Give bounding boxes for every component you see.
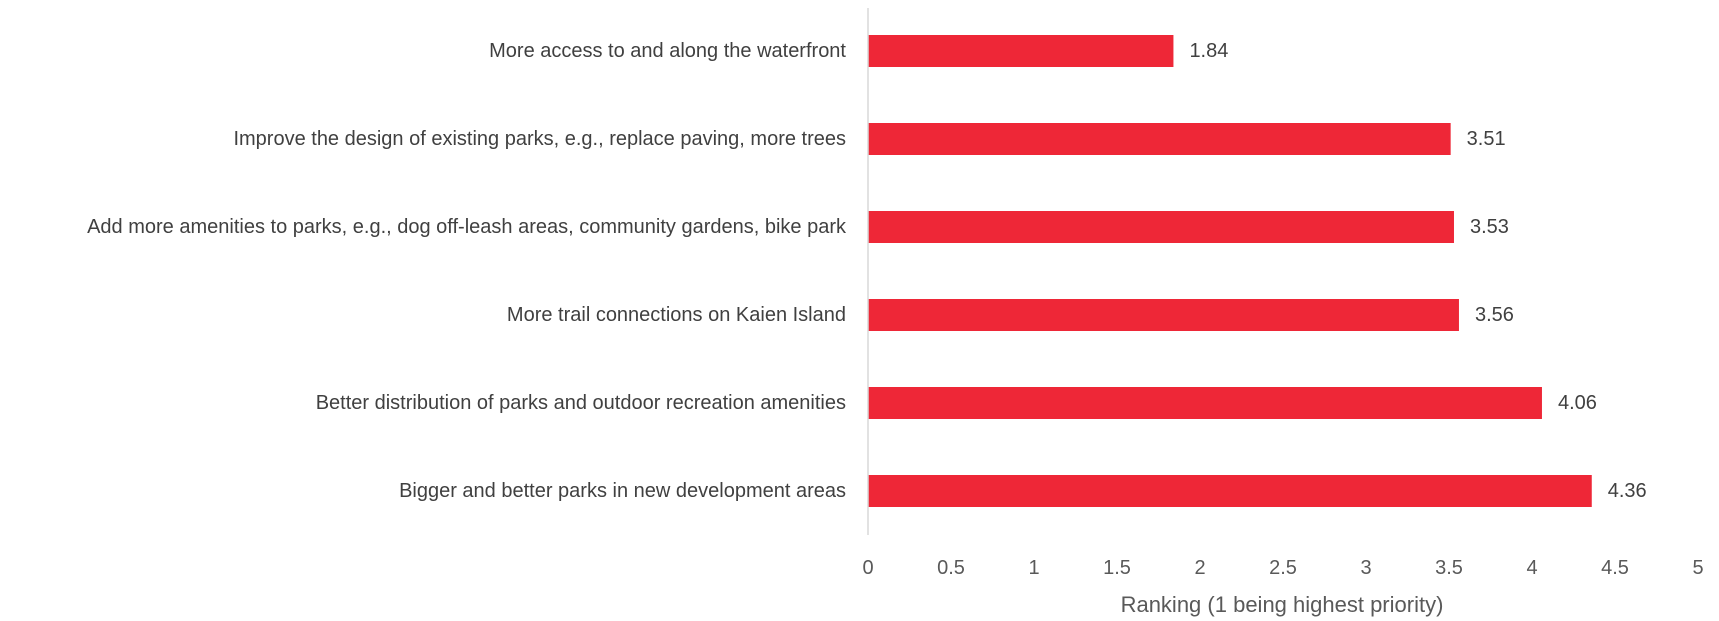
data-labels-group: 1.84 3.51 3.53 3.56 4.06 4.36 <box>1189 40 1646 502</box>
x-tick-label: 1 <box>1028 557 1039 579</box>
data-label: 3.53 <box>1470 216 1509 238</box>
x-tick-label: 4.5 <box>1601 557 1629 579</box>
category-label: Better distribution of parks and outdoor… <box>316 392 846 414</box>
x-tick-label: 3.5 <box>1435 557 1463 579</box>
x-tick-labels-group: 0 0.5 1 1.5 2 2.5 3 3.5 4 4.5 5 <box>862 557 1703 579</box>
bars-group <box>868 35 1592 507</box>
x-tick-label: 2 <box>1194 557 1205 579</box>
data-label: 3.51 <box>1467 128 1506 150</box>
x-tick-label: 1.5 <box>1103 557 1131 579</box>
category-labels-group: More access to and along the waterfront I… <box>87 40 847 502</box>
bar <box>868 475 1592 507</box>
bar <box>868 299 1459 331</box>
category-label: More trail connections on Kaien Island <box>507 304 846 326</box>
category-label: Bigger and better parks in new developme… <box>399 480 846 502</box>
category-label: Add more amenities to parks, e.g., dog o… <box>87 216 847 238</box>
x-tick-label: 2.5 <box>1269 557 1297 579</box>
data-label: 1.84 <box>1189 40 1228 62</box>
data-label: 4.36 <box>1608 480 1647 502</box>
x-tick-label: 4 <box>1526 557 1537 579</box>
x-axis-title: Ranking (1 being highest priority) <box>1121 592 1444 617</box>
category-label: More access to and along the waterfront <box>489 40 846 62</box>
bar <box>868 387 1542 419</box>
x-tick-label: 5 <box>1692 557 1703 579</box>
x-tick-label: 0 <box>862 557 873 579</box>
bar <box>868 211 1454 243</box>
category-label: Improve the design of existing parks, e.… <box>233 128 846 150</box>
x-tick-label: 3 <box>1360 557 1371 579</box>
x-tick-label: 0.5 <box>937 557 965 579</box>
bar <box>868 35 1174 67</box>
data-label: 3.56 <box>1475 304 1514 326</box>
data-label: 4.06 <box>1558 392 1597 414</box>
bar <box>868 123 1451 155</box>
